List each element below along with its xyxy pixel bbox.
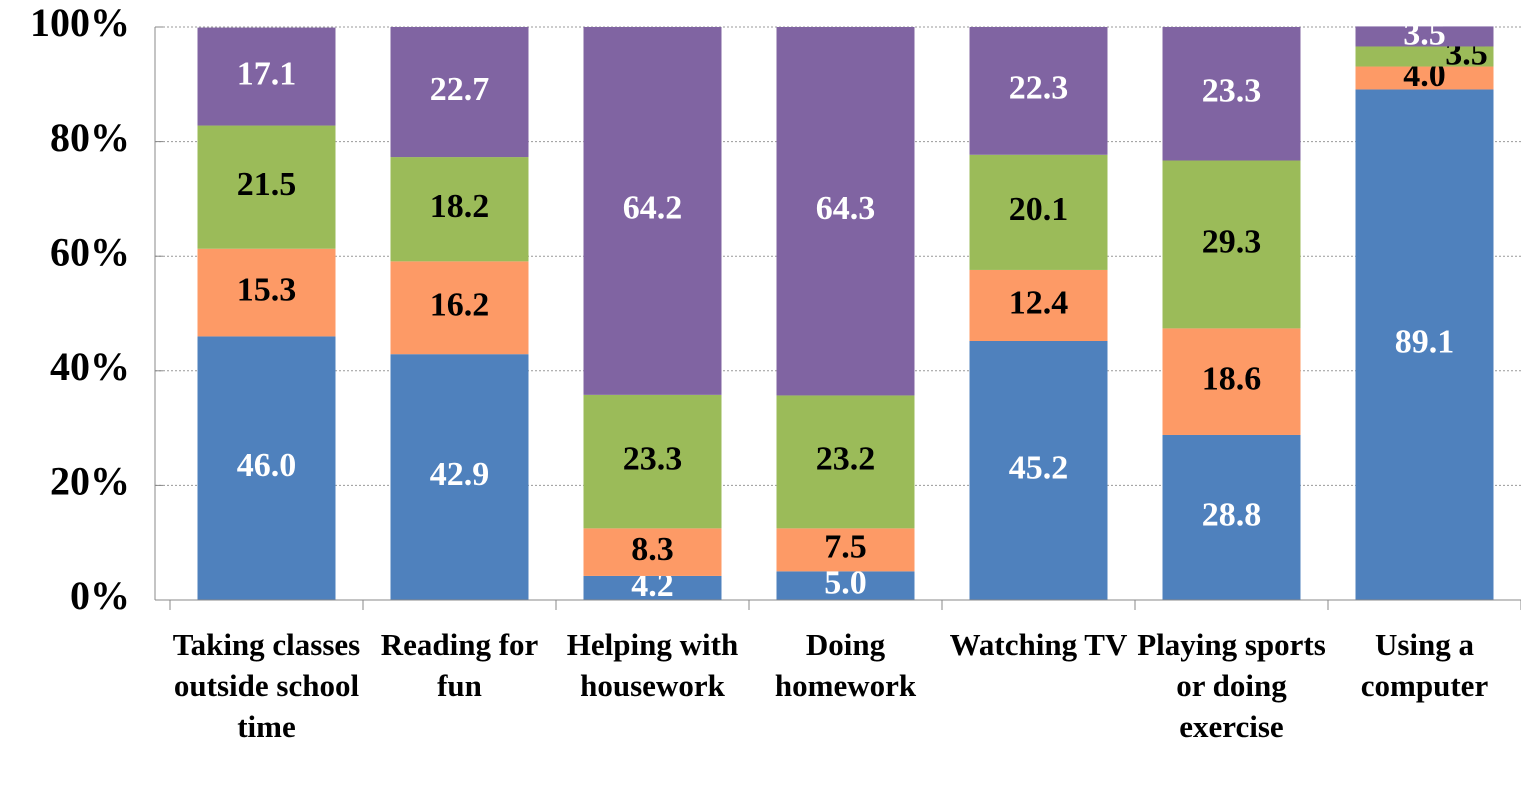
- data-label: 64.2: [623, 190, 683, 227]
- data-label: 22.7: [430, 71, 490, 108]
- bar-segment: [583, 27, 722, 395]
- bar-segment: [583, 575, 722, 600]
- bar-segment: [776, 27, 915, 396]
- x-tick-label: Reading for fun: [380, 627, 539, 703]
- data-label: 15.3: [237, 271, 297, 308]
- bar-segment: [1355, 89, 1494, 600]
- data-label: 64.3: [816, 190, 876, 227]
- data-label: 23.3: [623, 440, 683, 477]
- bar-segment: [390, 27, 529, 158]
- bar-segment: [776, 528, 915, 572]
- data-label: 18.2: [430, 188, 490, 225]
- bar-segment: [1162, 434, 1301, 600]
- x-tick-label: Using a computer: [1360, 627, 1489, 703]
- bar-segment: [197, 248, 336, 337]
- bar-segment: [197, 336, 336, 600]
- data-label: 23.3: [1202, 73, 1262, 110]
- x-tick-label: Watching TV: [949, 627, 1128, 662]
- x-tick-label: Helping with housework: [566, 627, 739, 703]
- bar-segment: [390, 354, 529, 600]
- bar-segment: [583, 528, 722, 576]
- bar-segment: [969, 341, 1108, 600]
- bar-segment: [969, 154, 1108, 270]
- data-label: 23.2: [816, 441, 876, 478]
- x-tick-label: Playing sports or doing exercise: [1137, 627, 1326, 744]
- data-label: 7.5: [824, 529, 867, 566]
- bar-segment: [197, 125, 336, 249]
- data-label: 20.1: [1009, 191, 1069, 228]
- data-label: 89.1: [1395, 324, 1455, 361]
- data-label: 12.4: [1009, 284, 1069, 321]
- data-label: 42.9: [430, 456, 490, 493]
- bar-segment: [1162, 160, 1301, 329]
- y-tick-label: 40%: [50, 344, 130, 389]
- data-label: 8.3: [631, 531, 674, 568]
- data-label: 22.3: [1009, 70, 1069, 107]
- bar-segment: [1162, 27, 1301, 161]
- data-label: 29.3: [1202, 223, 1262, 260]
- data-label: 28.8: [1202, 496, 1262, 533]
- bar-segment: [969, 269, 1108, 342]
- data-label: 16.2: [430, 287, 490, 324]
- bar-segment: [1355, 26, 1494, 47]
- bar-segment: [776, 571, 915, 600]
- data-label: 17.1: [237, 55, 297, 92]
- data-label: 3.5: [1403, 15, 1446, 52]
- bar-segment: [197, 27, 336, 126]
- bar-segment: [776, 395, 915, 529]
- x-tick-label: Doing homework: [774, 627, 917, 703]
- bar-segment: [1355, 66, 1494, 90]
- bar-segment: [1355, 46, 1494, 67]
- bar-segment: [1162, 328, 1301, 435]
- data-label: 46.0: [237, 447, 297, 484]
- bar-segment: [583, 394, 722, 529]
- x-tick-label: Taking classes outside school time: [172, 627, 361, 744]
- y-tick-label: 20%: [50, 459, 130, 504]
- data-label: 18.6: [1202, 360, 1262, 397]
- y-tick-label: 0%: [70, 573, 130, 618]
- bar-segment: [969, 27, 1108, 155]
- data-label: 21.5: [237, 166, 297, 203]
- data-label: 45.2: [1009, 449, 1069, 486]
- y-tick-label: 80%: [50, 115, 130, 160]
- bar-segment: [390, 157, 529, 262]
- bar-segment: [390, 261, 529, 355]
- y-tick-label: 60%: [50, 229, 130, 274]
- y-tick-label: 100%: [30, 0, 130, 45]
